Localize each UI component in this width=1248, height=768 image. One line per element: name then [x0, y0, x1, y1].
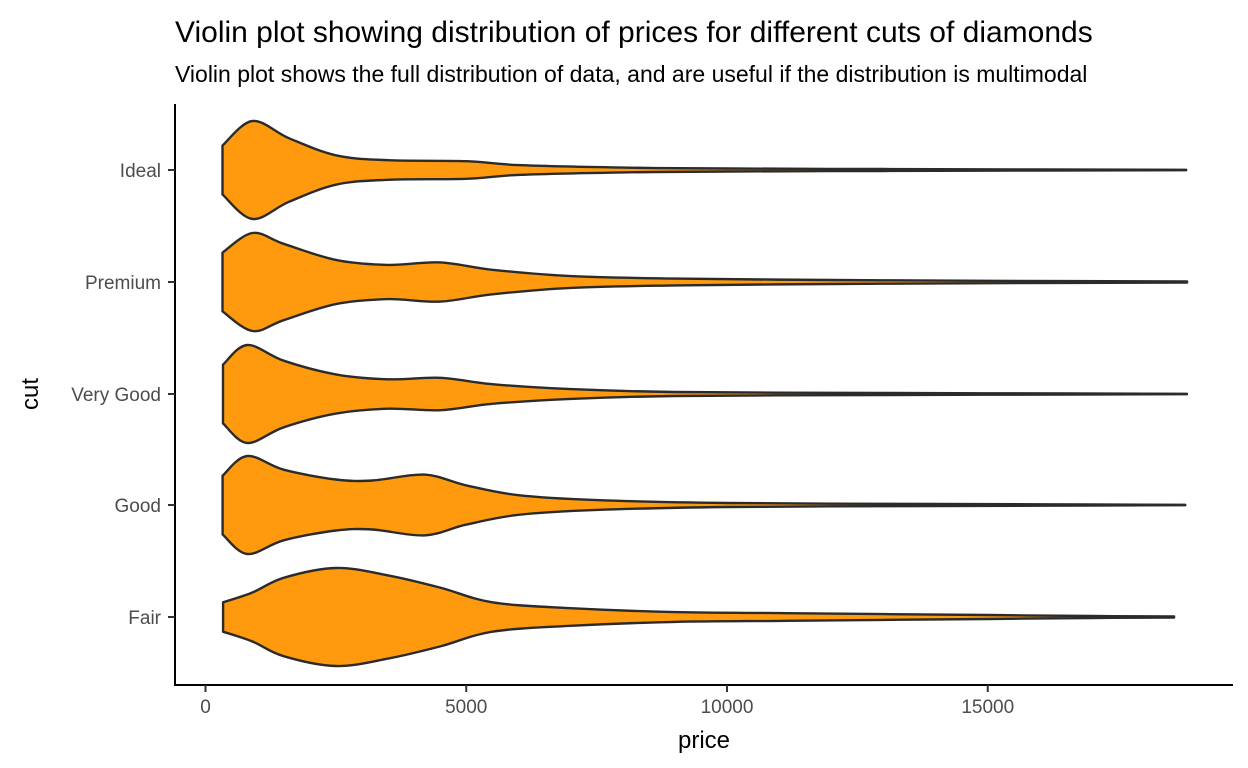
violin-ideal [221, 119, 1188, 221]
y-tick-label-very-good: Very Good [71, 385, 161, 406]
y-tick-label-ideal: Ideal [120, 161, 161, 182]
x-axis-ticks: 0 5000 10000 15000 [200, 685, 1014, 718]
y-axis-title: cut [17, 378, 44, 410]
x-tick-label-15000: 15000 [961, 697, 1014, 718]
x-tick-label-0: 0 [200, 697, 211, 718]
y-axis-ticks: Fair Good Very Good Premium Ideal [71, 161, 175, 629]
x-tick-label-5000: 5000 [445, 697, 487, 718]
x-axis-title: price [678, 727, 730, 754]
chart-subtitle: Violin plot shows the full distribution … [175, 61, 1087, 87]
y-tick-label-good: Good [115, 496, 161, 517]
violin-good [221, 454, 1187, 556]
violin-premium [221, 231, 1189, 333]
violin-very-good [221, 343, 1189, 445]
x-tick-label-10000: 10000 [701, 697, 754, 718]
y-tick-label-premium: Premium [85, 273, 161, 294]
violin-group [221, 119, 1189, 668]
chart-title: Violin plot showing distribution of pric… [175, 16, 1093, 49]
violin-fair [221, 566, 1176, 668]
y-tick-label-fair: Fair [128, 608, 161, 629]
